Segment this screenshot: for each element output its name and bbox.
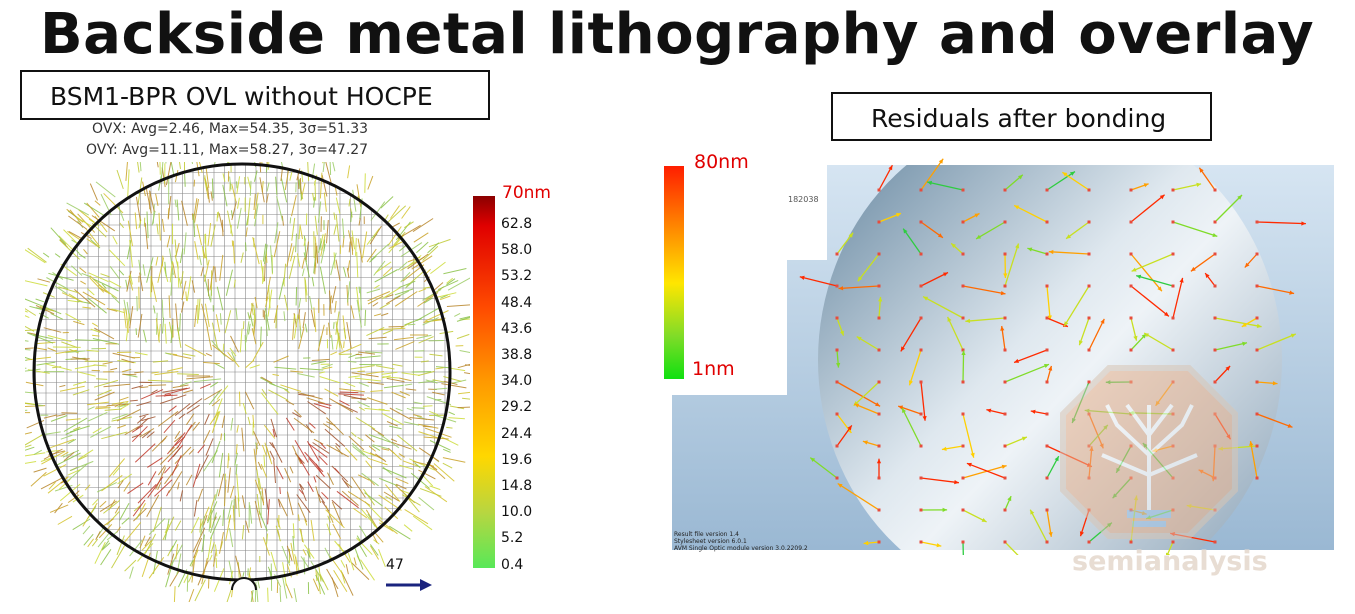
colorbar-tick-label: 10.0 [501,504,533,521]
right-panel-label: Residuals after bonding [831,92,1212,141]
left-colorbar [473,196,495,568]
slide-title: Backside metal lithography and overlay [40,2,1315,67]
ovy-stats: OVY: Avg=11.11, Max=58.27, 3σ=47.27 [86,142,369,158]
colorbar-tick-label: 19.6 [501,451,533,468]
legend-backdrop-extension [787,165,827,260]
left-panel-label: BSM1-BPR OVL without HOCPE [20,70,490,120]
right-colorbar [664,166,684,379]
colorbar-tick-label: 0.4 [501,556,524,573]
residual-vector-map [799,158,1306,555]
footer-line-2: Stylesheet version 6.0.1 [674,538,747,545]
arrow-right-icon [386,579,432,591]
scale-value: 47 [386,557,404,573]
legend-backdrop [672,155,787,395]
colorbar-tick-label: 43.6 [501,320,533,337]
colorbar-tick-label: 62.8 [501,216,533,232]
colorbar-tick-label: 34.0 [501,373,533,390]
overlay-vector-map [25,162,470,602]
partial-id-text: 182038 [788,195,819,204]
colorbar-tick-label: 24.4 [501,425,533,442]
colorbar-tick-label: 29.2 [501,399,533,416]
colorbar-tick-label: 14.8 [501,478,533,494]
colorbar-tick-label: 48.4 [501,294,533,311]
footer-line-3: AVM Single Optic module version 3.0.2209… [674,545,808,552]
tree-circuit-logo [1060,365,1238,539]
footer-line-1: Result file version 1.4 [674,531,739,538]
semianalysis-watermark: semianalysis [1072,546,1268,577]
colorbar-tick-label: 53.2 [501,268,533,285]
right-colorbar-max-label: 80nm [694,151,749,173]
left-colorbar-max-label: 70nm [502,183,551,203]
right-colorbar-min-label: 1nm [692,358,735,380]
colorbar-tick-label: 38.8 [501,347,533,363]
colorbar-tick-label: 5.2 [501,530,524,547]
colorbar-tick-label: 58.0 [501,242,533,259]
ovx-stats: OVX: Avg=2.46, Max=54.35, 3σ=51.33 [92,121,369,137]
